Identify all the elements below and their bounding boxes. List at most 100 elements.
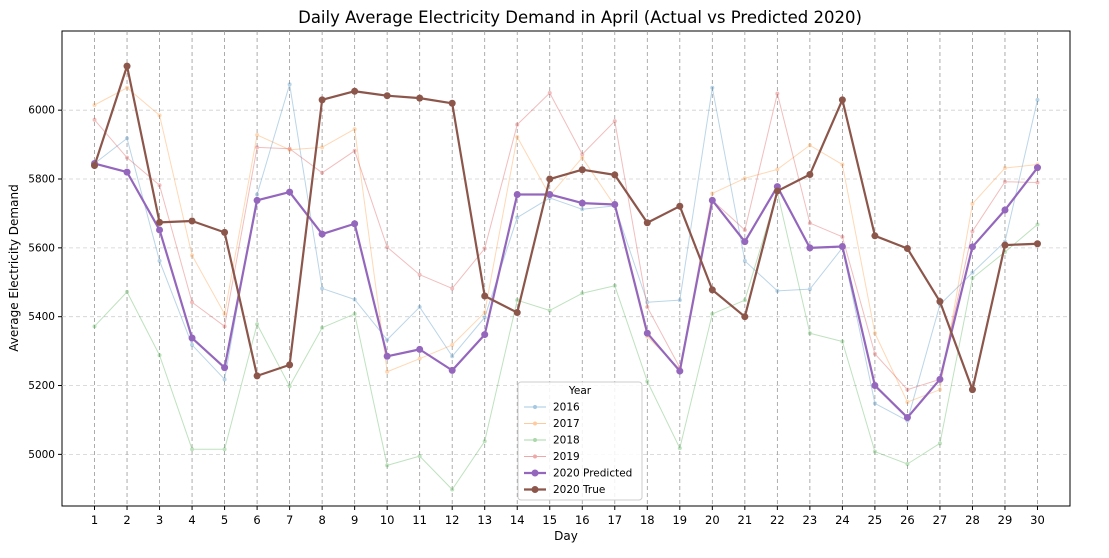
data-point xyxy=(1001,241,1009,249)
x-tick-label: 11 xyxy=(412,513,427,527)
chart-title: Daily Average Electricity Demand in Apri… xyxy=(298,8,862,27)
data-point xyxy=(905,387,910,392)
data-point xyxy=(840,162,845,167)
legend-label: 2020 True xyxy=(553,484,605,496)
data-point xyxy=(1035,97,1040,102)
y-axis-label: Average Electricity Demand xyxy=(7,184,21,351)
data-point xyxy=(482,315,487,320)
data-point xyxy=(351,87,359,95)
data-point xyxy=(580,155,585,160)
grid-lines xyxy=(62,31,1070,506)
data-point xyxy=(872,401,877,406)
legend-label: 2019 xyxy=(553,451,580,463)
data-point xyxy=(190,447,195,452)
x-tick-label: 17 xyxy=(607,513,622,527)
data-point xyxy=(156,226,164,234)
data-point xyxy=(872,331,877,336)
legend-swatch xyxy=(524,486,546,493)
data-point xyxy=(741,313,749,321)
legend-swatch xyxy=(524,454,546,459)
y-tick-label: 6000 xyxy=(28,105,55,117)
data-point xyxy=(91,162,99,170)
data-point xyxy=(287,384,292,389)
data-point xyxy=(125,289,130,294)
data-point xyxy=(255,132,260,137)
data-point xyxy=(645,300,650,305)
data-point xyxy=(742,298,747,303)
data-point xyxy=(351,220,359,228)
x-tick-label: 14 xyxy=(510,513,525,527)
data-point xyxy=(1001,206,1009,214)
x-tick-label: 15 xyxy=(542,513,557,527)
data-point xyxy=(92,324,97,329)
series-2016 xyxy=(92,82,1040,423)
data-point xyxy=(546,175,554,183)
data-point xyxy=(123,62,131,70)
data-point xyxy=(253,196,261,204)
data-point xyxy=(645,305,650,310)
data-point xyxy=(125,155,130,160)
data-point xyxy=(708,286,716,294)
data-point xyxy=(807,287,812,292)
data-point xyxy=(320,286,325,291)
data-point xyxy=(547,90,552,95)
data-point xyxy=(580,291,585,296)
data-point xyxy=(1033,164,1041,172)
data-point xyxy=(190,253,195,258)
x-tick-label: 13 xyxy=(477,513,492,527)
data-point xyxy=(385,245,390,250)
x-axis-label: Day xyxy=(554,529,578,543)
data-point xyxy=(320,170,325,175)
data-point xyxy=(806,244,814,252)
data-point xyxy=(970,270,975,275)
legend-items: 2016 2017 2018 2019 2020 Predicted 2020 True xyxy=(524,402,632,496)
data-point xyxy=(417,305,422,310)
data-point xyxy=(742,227,747,232)
data-point xyxy=(448,366,456,374)
data-point xyxy=(221,228,229,236)
data-point xyxy=(286,361,294,369)
x-tick-label: 16 xyxy=(575,513,590,527)
data-point xyxy=(125,85,130,90)
x-tick-label: 28 xyxy=(965,513,980,527)
data-point xyxy=(92,117,97,122)
data-point xyxy=(936,375,944,383)
x-tick-label: 27 xyxy=(933,513,948,527)
data-point xyxy=(481,331,489,339)
data-point xyxy=(515,122,520,127)
data-point xyxy=(840,339,845,344)
data-point xyxy=(157,183,162,188)
legend: Year 2016 2017 2018 2019 2020 Predicted 2020 … xyxy=(517,381,643,501)
data-point xyxy=(287,82,292,87)
legend-box xyxy=(517,381,643,501)
data-point xyxy=(838,242,846,250)
data-point xyxy=(190,342,195,347)
y-tick-label: 5400 xyxy=(28,311,55,323)
data-point xyxy=(580,207,585,212)
data-point xyxy=(611,200,619,208)
data-point xyxy=(773,187,781,195)
data-point xyxy=(1035,222,1040,227)
data-point xyxy=(222,447,227,452)
data-point xyxy=(871,232,879,240)
x-tick-label: 6 xyxy=(253,513,260,527)
y-tick-label: 5000 xyxy=(28,449,55,461)
data-point xyxy=(515,215,520,220)
series-line xyxy=(94,162,1039,419)
data-point xyxy=(710,311,715,316)
data-point xyxy=(482,439,487,444)
data-point xyxy=(643,219,651,227)
series-line xyxy=(94,191,1038,490)
legend-swatch xyxy=(524,469,546,477)
legend-label: 2020 Predicted xyxy=(553,468,632,480)
legend-label: 2017 xyxy=(553,418,580,430)
data-point xyxy=(742,258,747,263)
series-2019 xyxy=(92,90,1040,392)
data-point xyxy=(125,136,130,141)
legend-item: 2018 xyxy=(524,435,580,447)
data-point xyxy=(515,298,520,303)
data-point xyxy=(157,113,162,118)
data-point xyxy=(417,356,422,361)
x-tick-label: 4 xyxy=(188,513,195,527)
data-point xyxy=(807,331,812,336)
